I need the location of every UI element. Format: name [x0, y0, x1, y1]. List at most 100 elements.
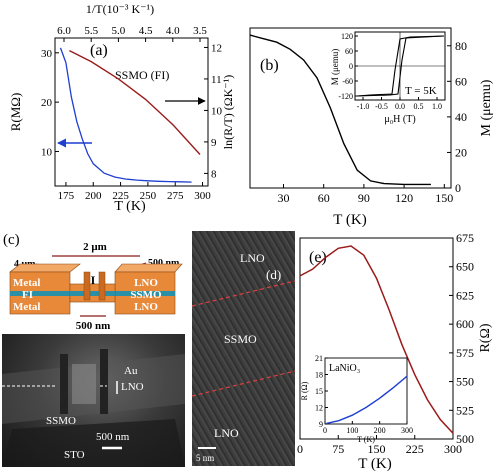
b-inset-xlabel: μ₀H (T) — [384, 114, 415, 125]
c-gap-mark: I — [91, 273, 96, 287]
c-right-layer-3: LNO — [134, 301, 158, 313]
a-top-tick-label: 5.0 — [112, 25, 126, 37]
a-ylabel-left: R(MΩ) — [8, 93, 23, 132]
b-inset-ytick-label: 120 — [341, 32, 353, 41]
e-rt-curve — [299, 245, 454, 434]
a-top-tick-label: 3.5 — [193, 25, 207, 37]
e-inset-frame — [324, 357, 408, 425]
e-inset-ylabel: R (Ω) — [300, 381, 309, 400]
e-bottom-tick-label: 0 — [297, 442, 303, 456]
e-inset-xtick-label: 300 — [401, 426, 413, 435]
e-bottom-ticks: 0 75 150 225 300 — [297, 435, 462, 456]
c-dim-top: 2 μm — [83, 241, 107, 253]
b-inset-xtick-label: -1.0 — [357, 102, 370, 111]
b-ylabel-right: M (μemu) — [479, 79, 494, 136]
e-right-tick-label: 650 — [456, 260, 474, 274]
b-right-ticks: 0 20 40 60 80 — [447, 39, 467, 195]
a-right-tick-label: 11 — [211, 74, 222, 86]
a-bottom-tick-label: 175 — [58, 190, 75, 202]
b-inset-ytick-label: -60 — [342, 77, 353, 86]
e-inset-xtick-label: 100 — [346, 426, 358, 435]
e-bottom-tick-label: 300 — [444, 442, 462, 456]
c-bridge-stripe — [70, 291, 115, 296]
d-label-middle: SSMO — [224, 332, 257, 346]
e-inset-xtick-label: 0 — [323, 426, 327, 435]
c-dim-right: 500 nm — [148, 258, 180, 269]
e-bottom-tick-label: 225 — [406, 442, 424, 456]
b-hysteresis-lower — [356, 35, 445, 97]
b-bottom-tick-label: 120 — [395, 191, 413, 205]
a-bottom-tick-label: 275 — [167, 190, 184, 202]
e-right-tick-label: 500 — [456, 432, 474, 446]
a-top-ticks: 6.0 5.5 5.0 4.5 4.0 3.5 — [57, 25, 207, 42]
e-right-tick-label: 675 — [456, 231, 474, 245]
e-right-tick-label: 600 — [456, 317, 474, 331]
a-bottom-tick-label: 200 — [85, 190, 102, 202]
e-inset-xlabel: T (K) — [357, 435, 375, 444]
d-label-top: LNO — [240, 251, 265, 265]
a-right-tick-label: 9 — [211, 137, 217, 149]
e-inset-ytick-label: 18 — [315, 371, 323, 380]
e-inset-ytick-label: 12 — [315, 404, 323, 413]
c-notch-left — [83, 271, 91, 301]
a-right-tick-label: 12 — [211, 42, 222, 54]
e-bottom-tick-label: 75 — [332, 442, 344, 456]
b-right-tick-label: 60 — [455, 74, 467, 88]
b-mt-curve — [249, 34, 431, 186]
b-inset-annotation: T = 5K — [405, 85, 437, 97]
c-sem-image: Au LNO SSMO STO 500 nm — [2, 334, 185, 467]
b-inset-xtick-label: 1.0 — [432, 102, 442, 111]
a-top-tick-label: 4.5 — [139, 25, 153, 37]
a-annotation: SSMO (FI) — [115, 68, 169, 82]
a-bottom-tick-label: 225 — [112, 190, 129, 202]
b-bottom-ticks: 30 60 90 120 150 — [278, 184, 453, 205]
b-right-tick-label: 80 — [455, 39, 467, 53]
b-inset-xtick-label: 0.5 — [414, 102, 424, 111]
b-right-tick-label: 20 — [455, 145, 467, 159]
c-right-layer-1: LNO — [134, 277, 158, 289]
b-right-tick-label: 0 — [455, 181, 461, 195]
a-panel-label: (a) — [90, 42, 108, 59]
e-inset-ytick-label: 9 — [319, 420, 323, 429]
c-right-layer-2: SSMO — [130, 289, 162, 301]
e-ylabel-right: R(Ω) — [478, 323, 493, 352]
c-dim-bottom: 500 nm — [76, 320, 111, 332]
c-left-layer-2: FI — [22, 289, 33, 301]
b-xlabel: T (K) — [333, 212, 366, 228]
c-right-stripe — [115, 291, 175, 296]
a-bottom-tick-label: 300 — [194, 190, 211, 202]
a-left-tick-label: 30 — [41, 48, 53, 60]
e-right-tick-label: 625 — [456, 288, 474, 302]
d-scale: 5 nm — [196, 453, 214, 463]
c-panel-label: (c) — [3, 232, 20, 248]
a-left-tick-label: 20 — [41, 97, 53, 109]
panel-a: 1/T(10⁻³ K⁻¹) 6.0 5.5 5.0 4.5 4.0 3.5 175 200 2… — [8, 2, 235, 214]
b-bottom-tick-label: 150 — [435, 191, 453, 205]
b-right-tick-label: 40 — [455, 110, 467, 124]
a-red-curve — [69, 49, 201, 155]
c-sem-lno: LNO — [121, 381, 144, 393]
a-blue-curve — [59, 47, 192, 183]
e-right-tick-label: 525 — [456, 403, 474, 417]
a-frame — [54, 37, 209, 187]
c-left-block-top — [9, 263, 81, 273]
c-left-layer-1: Metal — [13, 277, 40, 289]
a-top-tick-label: 5.5 — [84, 25, 98, 37]
e-bottom-tick-label: 150 — [368, 442, 386, 456]
e-inset-curve — [326, 375, 408, 425]
a-left-ticks: 10 20 30 — [41, 48, 59, 158]
b-inset-xtick-label: -0.5 — [375, 102, 388, 111]
e-right-tick-label: 575 — [456, 346, 474, 360]
c-sem-sto: STO — [64, 449, 85, 461]
c-left-layer-3: Metal — [13, 301, 40, 313]
a-bottom-ticks: 175 200 225 250 275 300 — [58, 182, 211, 202]
panel-c-schematic: (c) 2 μm 4 μm 500 nm I 500 nm Metal FI M… — [3, 232, 183, 332]
panel-b: 30 60 90 120 150 0 20 40 60 80 (b) -1.0 -0.5 0.0 0.… — [249, 27, 494, 228]
a-top-tick-label: 6.0 — [57, 25, 71, 37]
b-frame — [249, 27, 452, 189]
a-left-tick-label: 10 — [41, 146, 53, 158]
e-inset-ytick-label: 15 — [315, 387, 323, 396]
a-right-tick-label: 10 — [211, 105, 223, 117]
e-right-tick-label: 550 — [456, 375, 474, 389]
